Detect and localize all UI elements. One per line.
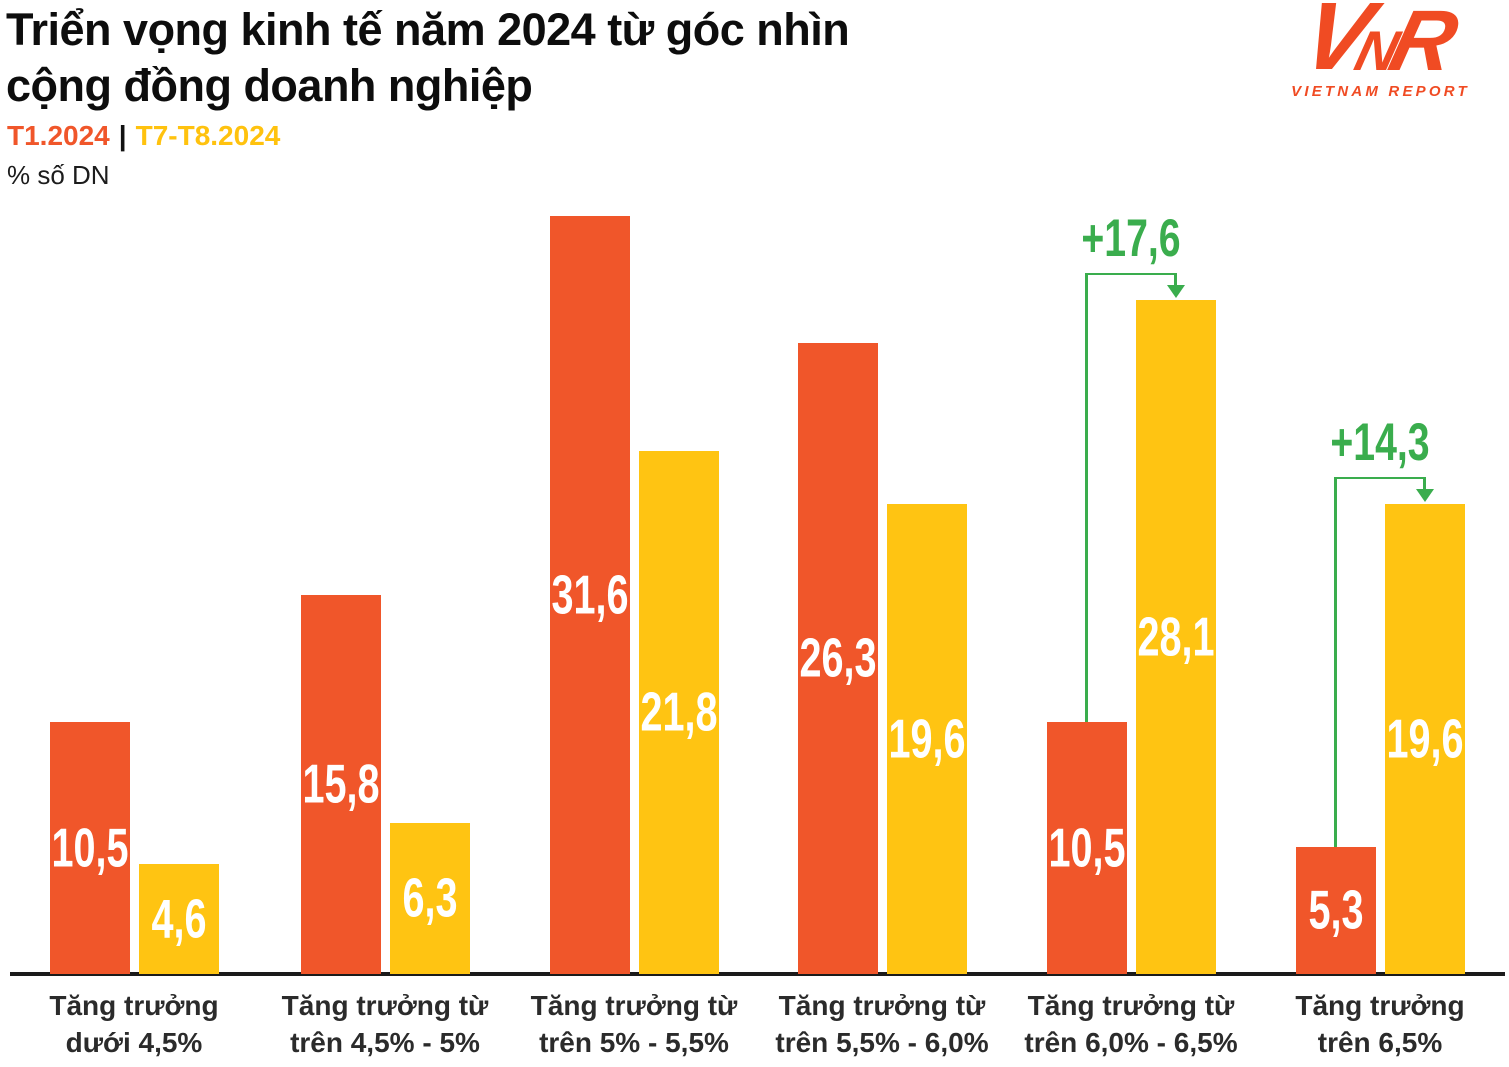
t7-t8-2024-bar-3 bbox=[886, 503, 967, 974]
t1-2024-bar-value-2: 31,6 bbox=[550, 563, 629, 626]
t7-t8-2024-bar-1 bbox=[389, 822, 470, 974]
annotation-arrow-stem-0 bbox=[1174, 272, 1177, 286]
legend-item-t7-t8-2024: T7-T8.2024 bbox=[135, 120, 281, 151]
annotation-horizontal-line-0 bbox=[1086, 272, 1176, 276]
category-label-0: Tăng trưởng dưới 4,5% bbox=[49, 990, 219, 1058]
title-line-2: cộng đồng doanh nghiệp bbox=[6, 59, 533, 111]
legend: T1.2024 | T7-T8.2024 bbox=[7, 122, 280, 150]
legend-item-t1-2024: T1.2024 bbox=[7, 120, 110, 151]
category-label-1: Tăng trưởng từ trên 4,5% - 5% bbox=[281, 990, 489, 1058]
t1-2024-bar-5 bbox=[1295, 846, 1376, 974]
annotation-arrow-stem-1 bbox=[1423, 476, 1426, 490]
annotation-horizontal-line-1 bbox=[1335, 476, 1425, 480]
t1-2024-bar-3 bbox=[797, 342, 878, 974]
title-line-1: Triển vọng kinh tế năm 2024 từ góc nhìn bbox=[6, 4, 850, 55]
t7-t8-2024-bar-value-1: 6,3 bbox=[401, 866, 458, 929]
t7-t8-2024-bar-0 bbox=[138, 863, 219, 974]
annotation-arrowhead-icon-0 bbox=[1166, 284, 1185, 298]
t1-2024-bar-value-1: 15,8 bbox=[301, 752, 380, 815]
legend-separator: | bbox=[118, 120, 127, 151]
t7-t8-2024-bar-4 bbox=[1135, 299, 1216, 974]
t1-2024-bar-0 bbox=[49, 722, 130, 974]
t7-t8-2024-bar-value-0: 4,6 bbox=[150, 887, 207, 950]
logo-subtext: VIETNAM REPORT bbox=[1291, 82, 1470, 100]
t7-t8-2024-bar-5 bbox=[1384, 503, 1465, 974]
t7-t8-2024-bar-value-5: 19,6 bbox=[1385, 707, 1464, 770]
t1-2024-bar-value-4: 10,5 bbox=[1047, 816, 1126, 879]
annotation-delta-label-0: +17,6 bbox=[1081, 208, 1181, 268]
annotation-arrowhead-icon-1 bbox=[1415, 488, 1434, 502]
annotation-vertical-line-0 bbox=[1085, 272, 1088, 722]
category-label-2: Tăng trưởng từ trên 5% - 5,5% bbox=[530, 990, 738, 1058]
t1-2024-bar-value-0: 10,5 bbox=[50, 816, 129, 879]
t1-2024-bar-value-5: 5,3 bbox=[1307, 878, 1364, 941]
category-label-4: Tăng trưởng từ trên 6,0% - 6,5% bbox=[1024, 990, 1238, 1058]
logo-letter-r: R bbox=[1380, 0, 1467, 89]
category-label-3: Tăng trưởng từ trên 5,5% - 6,0% bbox=[775, 990, 989, 1058]
x-axis-line bbox=[10, 972, 1505, 976]
t7-t8-2024-bar-value-3: 19,6 bbox=[887, 707, 966, 770]
page-title: Triển vọng kinh tế năm 2024 từ góc nhìn … bbox=[6, 2, 850, 114]
t7-t8-2024-bar-value-2: 21,8 bbox=[639, 680, 718, 743]
vnr-logo-letters: V N R bbox=[1259, 0, 1503, 90]
annotation-delta-label-1: +14,3 bbox=[1330, 412, 1430, 472]
vietnam-report-logo: V N R VIETNAM REPORT bbox=[1268, 0, 1493, 100]
t1-2024-bar-value-3: 26,3 bbox=[798, 626, 877, 689]
t1-2024-bar-4 bbox=[1046, 722, 1127, 974]
t7-t8-2024-bar-value-4: 28,1 bbox=[1136, 605, 1215, 668]
t1-2024-bar-1 bbox=[300, 594, 381, 974]
y-axis-unit-label: % số DN bbox=[7, 160, 110, 190]
t1-2024-bar-2 bbox=[549, 215, 630, 974]
annotation-vertical-line-1 bbox=[1334, 476, 1337, 847]
t7-t8-2024-bar-2 bbox=[638, 450, 719, 974]
category-label-5: Tăng trưởng trên 6,5% bbox=[1295, 990, 1465, 1058]
